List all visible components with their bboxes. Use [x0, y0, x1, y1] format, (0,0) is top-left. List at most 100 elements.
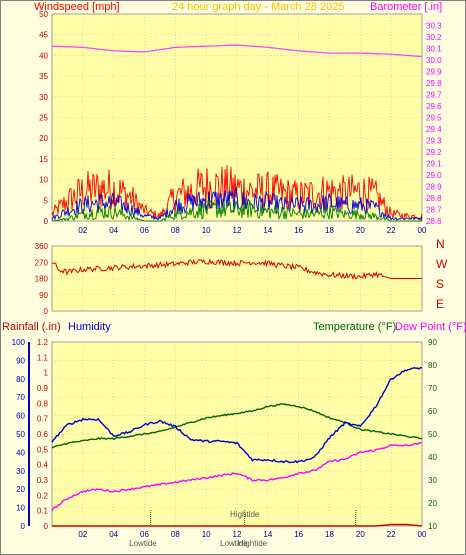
- barometer-tick-label: 30.0: [426, 56, 442, 65]
- wind-direction-panel: 0 90 180 270 360: [35, 242, 423, 316]
- hour-tick-label: 18: [325, 226, 334, 235]
- wind-direction-series: [52, 258, 422, 281]
- direction-label-w: W: [436, 257, 448, 271]
- rainfall-tick-label: 0.3: [37, 476, 49, 485]
- windspeed-tick-label: 25: [39, 114, 48, 123]
- barometer-tick-label: 29.6: [426, 102, 442, 111]
- tide-label: Lowtide: [220, 539, 248, 548]
- wind-barometer-panel: 0 5 10 15 20 25 30 35 40 45 50 28.6 28.7 28.8 28.9 29.0…: [39, 10, 442, 235]
- humidity-tick-label: 20: [16, 485, 25, 494]
- windspeed-tick-label: 15: [39, 155, 48, 164]
- rainfall-tick-label: 0.8: [37, 399, 49, 408]
- rainfall-tick-label: 0.9: [37, 384, 49, 393]
- barometer-tick-label: 29.8: [426, 79, 442, 88]
- hour-tick-label: 14: [263, 530, 272, 539]
- windspeed-tick-label: 5: [44, 196, 49, 205]
- direction-tick-label: 270: [35, 258, 49, 267]
- rainfall-tick-label: 1.2: [37, 338, 49, 347]
- rainfall-tick-label: 0.1: [37, 507, 49, 516]
- humidity-tick-label: 100: [12, 338, 26, 347]
- hour-tick-label: 22: [387, 226, 396, 235]
- barometer-tick-label: 29.1: [426, 160, 442, 169]
- temperature-tick-label: 60: [428, 407, 437, 416]
- dewpoint-axis-label: Dew Point (°F): [395, 321, 466, 333]
- humidity-tick-label: 80: [16, 375, 25, 384]
- rainfall-series: [52, 523, 423, 527]
- temperature-axis-label: Temperature (°F): [313, 321, 396, 333]
- rainfall-tick-label: 0.2: [37, 491, 49, 500]
- hour-tick-label: 10: [202, 226, 211, 235]
- hour-tick-label: 00: [418, 226, 427, 235]
- humidity-series: [51, 366, 423, 464]
- rainfall-tick-label: 0.7: [37, 415, 49, 424]
- windspeed-axis-label: Windspeed [mph]: [34, 1, 120, 13]
- hour-tick-label: 04: [109, 530, 118, 539]
- barometer-tick-label: 29.9: [426, 68, 442, 77]
- direction-label-s: S: [436, 277, 444, 291]
- temperature-tick-label: 40: [428, 453, 437, 462]
- rainfall-tick-label: 0.5: [37, 445, 49, 454]
- barometer-tick-label: 28.9: [426, 183, 442, 192]
- humidity-tick-label: 70: [16, 393, 25, 402]
- hour-tick-label: 12: [233, 226, 242, 235]
- direction-label-n-top: N: [436, 237, 445, 251]
- temperature-tick-label: 90: [428, 338, 437, 347]
- temperature-series: [51, 403, 423, 449]
- windspeed-tick-label: 0: [44, 217, 49, 226]
- hour-tick-label: 04: [109, 226, 118, 235]
- barometer-tick-label: 29.4: [426, 125, 442, 134]
- windspeed-tick-label: 35: [39, 72, 48, 81]
- barometer-tick-label: 29.2: [426, 148, 442, 157]
- humidity-tick-label: 30: [16, 467, 25, 476]
- temperature-tick-label: 20: [428, 499, 437, 508]
- hour-tick-label: 02: [78, 530, 87, 539]
- windspeed-tick-label: 30: [39, 93, 48, 102]
- hour-tick-label: 20: [356, 530, 365, 539]
- tide-label: Hightide: [230, 510, 260, 519]
- humidity-tick-label: 90: [16, 356, 25, 365]
- rainfall-tick-label: 1: [44, 369, 49, 378]
- humidity-tick-label: 60: [16, 412, 25, 421]
- humidity-axis-label: Humidity: [68, 321, 111, 333]
- windspeed-tick-label: 20: [39, 134, 48, 143]
- hour-tick-label: 12: [233, 530, 242, 539]
- barometer-tick-label: 28.7: [426, 206, 442, 215]
- barometer-tick-label: 29.0: [426, 171, 442, 180]
- humidity-tick-label: 50: [16, 430, 25, 439]
- temperature-tick-label: 70: [428, 384, 437, 393]
- dewpoint-series: [51, 441, 423, 512]
- barometer-tick-label: 30.2: [426, 33, 442, 42]
- wind-low-series: [51, 200, 422, 222]
- humidity-tick-label: 0: [21, 522, 26, 531]
- windspeed-tick-label: 40: [39, 51, 48, 60]
- direction-label-e: E: [436, 297, 444, 311]
- windspeed-tick-label: 10: [39, 176, 48, 185]
- wind-average-series: [51, 186, 423, 221]
- rainfall-tick-label: 0.6: [37, 430, 49, 439]
- rainfall-tick-label: 0: [44, 522, 49, 531]
- hour-tick-label: 20: [356, 226, 365, 235]
- temperature-humidity-panel: 0 10 20 30 40 50 60 70 80 90 100 0 0.1 0.2 0.3 0.4 0.5 0.…: [12, 338, 438, 548]
- temperature-tick-label: 30: [428, 476, 437, 485]
- hour-tick-label: 06: [140, 226, 149, 235]
- temperature-tick-label: 80: [428, 361, 437, 370]
- hour-tick-label: 10: [202, 530, 211, 539]
- humidity-tick-label: 40: [16, 448, 25, 457]
- direction-tick-label: 180: [35, 275, 49, 284]
- chart-title: 24 hour graph day - March 28 2025: [172, 1, 344, 13]
- barometer-tick-label: 29.3: [426, 137, 442, 146]
- humidity-tick-label: 10: [16, 504, 25, 513]
- barometer-tick-label: 28.8: [426, 194, 442, 203]
- hour-tick-label: 16: [294, 226, 303, 235]
- barometer-tick-label: 29.5: [426, 114, 442, 123]
- windspeed-tick-label: 45: [39, 31, 48, 40]
- hour-tick-label: 16: [294, 530, 303, 539]
- hour-tick-label: 18: [325, 530, 334, 539]
- tide-label: Hightide: [238, 539, 268, 548]
- hour-tick-label: 08: [171, 226, 180, 235]
- rainfall-tick-label: 0.4: [37, 461, 49, 470]
- hour-tick-label: 14: [263, 226, 272, 235]
- windspeed-tick-label: 50: [39, 10, 48, 19]
- barometer-tick-label: 30.3: [426, 22, 442, 31]
